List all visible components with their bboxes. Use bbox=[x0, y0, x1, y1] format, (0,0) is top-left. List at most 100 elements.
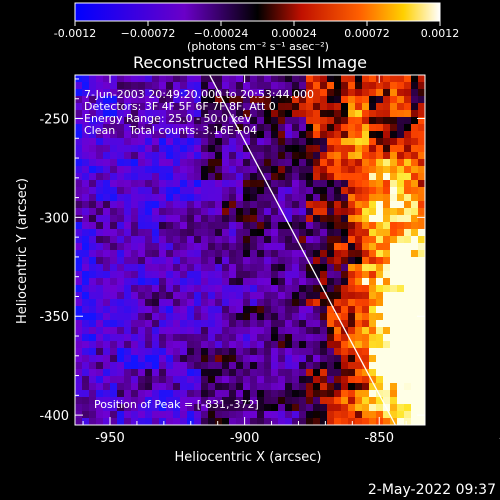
heatmap-cell bbox=[341, 306, 349, 314]
heatmap-cell bbox=[152, 257, 160, 265]
heatmap-cell bbox=[208, 166, 216, 174]
heatmap-cell bbox=[376, 257, 384, 265]
heatmap-cell bbox=[418, 138, 425, 146]
heatmap-cell bbox=[229, 334, 237, 342]
heatmap-cell bbox=[180, 96, 188, 104]
heatmap-cell bbox=[341, 278, 349, 286]
heatmap-cell bbox=[285, 418, 293, 425]
heatmap-cell bbox=[243, 215, 251, 223]
heatmap-cell bbox=[362, 355, 370, 363]
heatmap-cell bbox=[320, 341, 328, 349]
heatmap-cell bbox=[159, 299, 167, 307]
heatmap-cell bbox=[278, 173, 286, 181]
heatmap-cell bbox=[215, 236, 223, 244]
heatmap-cell bbox=[327, 313, 335, 321]
heatmap-cell bbox=[145, 138, 153, 146]
heatmap-cell bbox=[131, 355, 139, 363]
heatmap-cell bbox=[341, 159, 349, 167]
heatmap-cell bbox=[124, 82, 132, 90]
heatmap-cell bbox=[313, 313, 321, 321]
heatmap-cell bbox=[306, 355, 314, 363]
heatmap-cell bbox=[138, 103, 146, 111]
heatmap-cell bbox=[222, 320, 230, 328]
heatmap-cell bbox=[320, 131, 328, 139]
heatmap-cell bbox=[313, 292, 321, 300]
heatmap-cell bbox=[306, 362, 314, 370]
heatmap-cell bbox=[75, 96, 83, 104]
heatmap-cell bbox=[257, 411, 265, 419]
heatmap-cell bbox=[89, 278, 97, 286]
heatmap-cell bbox=[250, 222, 258, 230]
heatmap-cell bbox=[383, 75, 391, 83]
heatmap-cell bbox=[89, 341, 97, 349]
heatmap-cell bbox=[397, 173, 405, 181]
heatmap-cell bbox=[418, 264, 425, 272]
heatmap-cell bbox=[362, 362, 370, 370]
heatmap-cell bbox=[306, 383, 314, 391]
heatmap-cell bbox=[397, 250, 405, 258]
heatmap-cell bbox=[411, 208, 419, 216]
heatmap-cell bbox=[320, 166, 328, 174]
heatmap-cell bbox=[229, 411, 237, 419]
heatmap-cell bbox=[124, 411, 132, 419]
heatmap-cell bbox=[145, 222, 153, 230]
heatmap-cell bbox=[355, 159, 363, 167]
heatmap-cell bbox=[271, 222, 279, 230]
heatmap-cell bbox=[362, 285, 370, 293]
heatmap-cell bbox=[250, 411, 258, 419]
heatmap-cell bbox=[292, 180, 300, 188]
heatmap-cell bbox=[208, 264, 216, 272]
heatmap-cell bbox=[292, 222, 300, 230]
heatmap-cell bbox=[215, 285, 223, 293]
heatmap-cell bbox=[313, 145, 321, 153]
heatmap-cell bbox=[201, 355, 209, 363]
heatmap-cell bbox=[341, 271, 349, 279]
heatmap-cell bbox=[418, 299, 425, 307]
heatmap-cell bbox=[208, 180, 216, 188]
heatmap-cell bbox=[96, 271, 104, 279]
heatmap-cell bbox=[299, 243, 307, 251]
heatmap-cell bbox=[236, 390, 244, 398]
heatmap-cell bbox=[327, 404, 335, 412]
heatmap-cell bbox=[152, 376, 160, 384]
heatmap-cell bbox=[131, 299, 139, 307]
heatmap-cell bbox=[390, 299, 398, 307]
heatmap-cell bbox=[103, 187, 111, 195]
heatmap-cell bbox=[264, 173, 272, 181]
heatmap-cell bbox=[278, 278, 286, 286]
heatmap-cell bbox=[117, 82, 125, 90]
heatmap-cell bbox=[208, 285, 216, 293]
heatmap-cell bbox=[264, 110, 272, 118]
heatmap-cell bbox=[82, 418, 90, 425]
heatmap-cell bbox=[285, 341, 293, 349]
heatmap-cell bbox=[271, 166, 279, 174]
heatmap-cell bbox=[404, 75, 412, 83]
heatmap-cell bbox=[299, 159, 307, 167]
heatmap-cell bbox=[110, 173, 118, 181]
heatmap-cell bbox=[229, 278, 237, 286]
heatmap-cell bbox=[243, 362, 251, 370]
heatmap-cell bbox=[418, 334, 425, 342]
heatmap-cell bbox=[103, 292, 111, 300]
heatmap-cell bbox=[243, 397, 251, 405]
heatmap-cell bbox=[334, 208, 342, 216]
heatmap-cell bbox=[222, 89, 230, 97]
heatmap-cell bbox=[334, 201, 342, 209]
heatmap-cell bbox=[320, 110, 328, 118]
heatmap-cell bbox=[89, 362, 97, 370]
heatmap-cell bbox=[180, 131, 188, 139]
heatmap-cell bbox=[208, 194, 216, 202]
heatmap-cell bbox=[390, 306, 398, 314]
heatmap-cell bbox=[110, 299, 118, 307]
heatmap-cell bbox=[292, 243, 300, 251]
heatmap-cell bbox=[383, 187, 391, 195]
heatmap-cell bbox=[243, 327, 251, 335]
heatmap-cell bbox=[411, 117, 419, 125]
heatmap-cell bbox=[110, 96, 118, 104]
heatmap-cell bbox=[117, 271, 125, 279]
heatmap-cell bbox=[103, 215, 111, 223]
heatmap-cell bbox=[152, 131, 160, 139]
heatmap-cell bbox=[124, 152, 132, 160]
heatmap-cell bbox=[264, 313, 272, 321]
heatmap-cell bbox=[397, 180, 405, 188]
